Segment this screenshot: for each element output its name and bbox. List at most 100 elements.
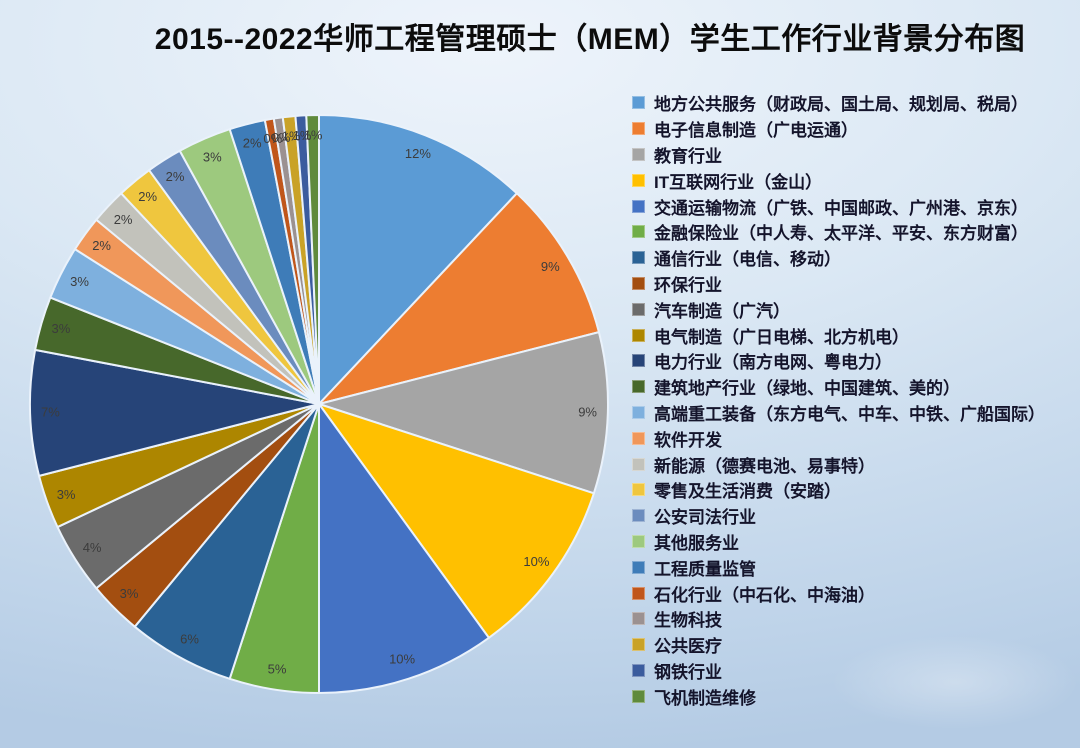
legend-swatch-icon bbox=[632, 483, 645, 497]
pie-slice-label: 2% bbox=[92, 238, 111, 253]
legend-swatch-icon bbox=[632, 328, 645, 342]
legend-item-label: 钢铁行业 bbox=[654, 662, 722, 682]
legend-item: 公安司法行业 bbox=[632, 503, 1045, 529]
legend-swatch-icon bbox=[632, 534, 645, 548]
legend-swatch-icon bbox=[632, 147, 645, 161]
legend-item: 教育行业 bbox=[632, 142, 1045, 168]
pie-slice-label: 2% bbox=[114, 212, 133, 227]
legend-item: 交通运输物流（广铁、中国邮政、广州港、京东） bbox=[632, 193, 1045, 219]
legend-swatch-icon bbox=[632, 638, 645, 652]
legend-swatch-icon bbox=[632, 431, 645, 445]
legend-swatch-icon bbox=[632, 380, 645, 394]
legend-item: 零售及生活消费（安踏） bbox=[632, 477, 1045, 503]
pie-slice-label: 3% bbox=[57, 487, 76, 502]
legend-swatch-icon bbox=[632, 689, 645, 703]
pie-slice-label: 12% bbox=[405, 146, 431, 161]
legend-item: 汽车制造（广汽） bbox=[632, 296, 1045, 322]
pie-slice-label: 6% bbox=[180, 632, 199, 647]
legend-item-label: 公共医疗 bbox=[654, 637, 722, 657]
legend-swatch-icon bbox=[632, 405, 645, 419]
legend-swatch-icon bbox=[632, 509, 645, 523]
legend-swatch-icon bbox=[632, 457, 645, 471]
legend-item-label: 环保行业 bbox=[654, 275, 722, 295]
legend-swatch-icon bbox=[632, 663, 645, 677]
pie-slice bbox=[318, 192, 600, 405]
legend-swatch-icon bbox=[632, 276, 645, 290]
pie-slice bbox=[318, 403, 595, 639]
pie-slice-label: 3% bbox=[70, 274, 89, 289]
legend-item-label: 汽车制造（广汽） bbox=[654, 301, 790, 321]
legend-swatch-icon bbox=[632, 612, 645, 626]
legend-item-label: 其他服务业 bbox=[654, 533, 739, 553]
pie-slice-label: 7% bbox=[41, 404, 60, 419]
legend-item-label: 生物科技 bbox=[654, 611, 722, 631]
legend-swatch-icon bbox=[632, 173, 645, 187]
legend-item-label: 金融保险业（中人寿、太平洋、平安、东方财富） bbox=[654, 224, 1028, 244]
legend: 地方公共服务（财政局、国土局、规划局、税局） 电子信息制造（广电运通） 教育行业 IT… bbox=[632, 90, 1045, 709]
legend-item-label: 电气制造（广日电梯、北方机电） bbox=[654, 327, 909, 347]
legend-item-label: 石化行业（中石化、中海油） bbox=[654, 585, 875, 605]
legend-swatch-icon bbox=[632, 199, 645, 213]
legend-item: 通信行业（电信、移动） bbox=[632, 245, 1045, 271]
legend-item: 电力行业（南方电网、粤电力） bbox=[632, 348, 1045, 374]
pie-chart: 12%9%9%10%10%5%6%3%4%3%7%3%3%2%2%2%2%3%2… bbox=[29, 114, 609, 694]
pie-slice-label: 5% bbox=[268, 662, 287, 677]
legend-item-label: 电子信息制造（广电运通） bbox=[654, 121, 858, 141]
legend-item: 高端重工装备（东方电气、中车、中铁、广船国际） bbox=[632, 400, 1045, 426]
legend-item-label: 通信行业（电信、移动） bbox=[654, 250, 841, 270]
legend-item: 公共医疗 bbox=[632, 632, 1045, 658]
pie-slice-label: 10% bbox=[389, 652, 415, 667]
pie-slice-label: 2% bbox=[138, 189, 157, 204]
legend-swatch-icon bbox=[632, 586, 645, 600]
legend-item-label: 飞机制造维修 bbox=[654, 688, 756, 708]
legend-item-label: 公安司法行业 bbox=[654, 508, 756, 528]
pie-slice-label: 0% bbox=[263, 131, 282, 146]
legend-item: IT互联网行业（金山） bbox=[632, 167, 1045, 193]
legend-swatch-icon bbox=[632, 225, 645, 239]
legend-item: 电子信息制造（广电运通） bbox=[632, 116, 1045, 142]
legend-item: 其他服务业 bbox=[632, 529, 1045, 555]
legend-item: 钢铁行业 bbox=[632, 658, 1045, 684]
legend-item-label: 高端重工装备（东方电气、中车、中铁、广船国际） bbox=[654, 404, 1045, 424]
pie-slice-label: 4% bbox=[83, 540, 102, 555]
pie-slice-label: 3% bbox=[52, 321, 71, 336]
pie-slice bbox=[318, 114, 518, 405]
pie-slice-label: 2% bbox=[166, 169, 185, 184]
legend-item: 建筑地产行业（绿地、中国建筑、美的） bbox=[632, 374, 1045, 400]
legend-swatch-icon bbox=[632, 96, 645, 110]
legend-swatch-icon bbox=[632, 302, 645, 316]
legend-swatch-icon bbox=[632, 354, 645, 368]
pie-slice-label: 3% bbox=[120, 586, 139, 601]
legend-item-label: 交通运输物流（广铁、中国邮政、广州港、京东） bbox=[654, 198, 1028, 218]
legend-item-label: 建筑地产行业（绿地、中国建筑、美的） bbox=[654, 379, 960, 399]
legend-item: 金融保险业（中人寿、太平洋、平安、东方财富） bbox=[632, 219, 1045, 245]
pie-slice bbox=[318, 403, 490, 694]
pie-slice-label: 1% bbox=[282, 129, 301, 144]
chart-title: 2015--2022华师工程管理硕士（MEM）学生工作行业背景分布图 bbox=[154, 23, 1026, 56]
legend-item-label: 新能源（德赛电池、易事特） bbox=[654, 456, 875, 476]
legend-item: 生物科技 bbox=[632, 606, 1045, 632]
legend-item: 电气制造（广日电梯、北方机电） bbox=[632, 322, 1045, 348]
pie-slice bbox=[318, 331, 609, 495]
legend-item: 环保行业 bbox=[632, 271, 1045, 297]
legend-item: 地方公共服务（财政局、国土局、规划局、税局） bbox=[632, 90, 1045, 116]
pie-slice-label: 2% bbox=[243, 136, 262, 151]
legend-item-label: IT互联网行业（金山） bbox=[654, 172, 823, 192]
legend-swatch-icon bbox=[632, 560, 645, 574]
legend-swatch-icon bbox=[632, 251, 645, 265]
legend-item: 软件开发 bbox=[632, 425, 1045, 451]
pie-slice-label: 1% bbox=[304, 127, 323, 142]
legend-item-label: 工程质量监管 bbox=[654, 559, 756, 579]
pie-slice-label: 9% bbox=[578, 404, 597, 419]
legend-item-label: 电力行业（南方电网、粤电力） bbox=[654, 353, 892, 373]
legend-swatch-icon bbox=[632, 122, 645, 136]
legend-item-label: 教育行业 bbox=[654, 146, 722, 166]
legend-item-label: 地方公共服务（财政局、国土局、规划局、税局） bbox=[654, 95, 1028, 115]
pie-slice-label: 9% bbox=[541, 259, 560, 274]
legend-item: 飞机制造维修 bbox=[632, 683, 1045, 709]
legend-item: 新能源（德赛电池、易事特） bbox=[632, 451, 1045, 477]
pie-slice bbox=[29, 348, 320, 477]
pie-slice bbox=[305, 114, 320, 405]
pie-slice-label: 1% bbox=[293, 128, 312, 143]
legend-item: 工程质量监管 bbox=[632, 554, 1045, 580]
